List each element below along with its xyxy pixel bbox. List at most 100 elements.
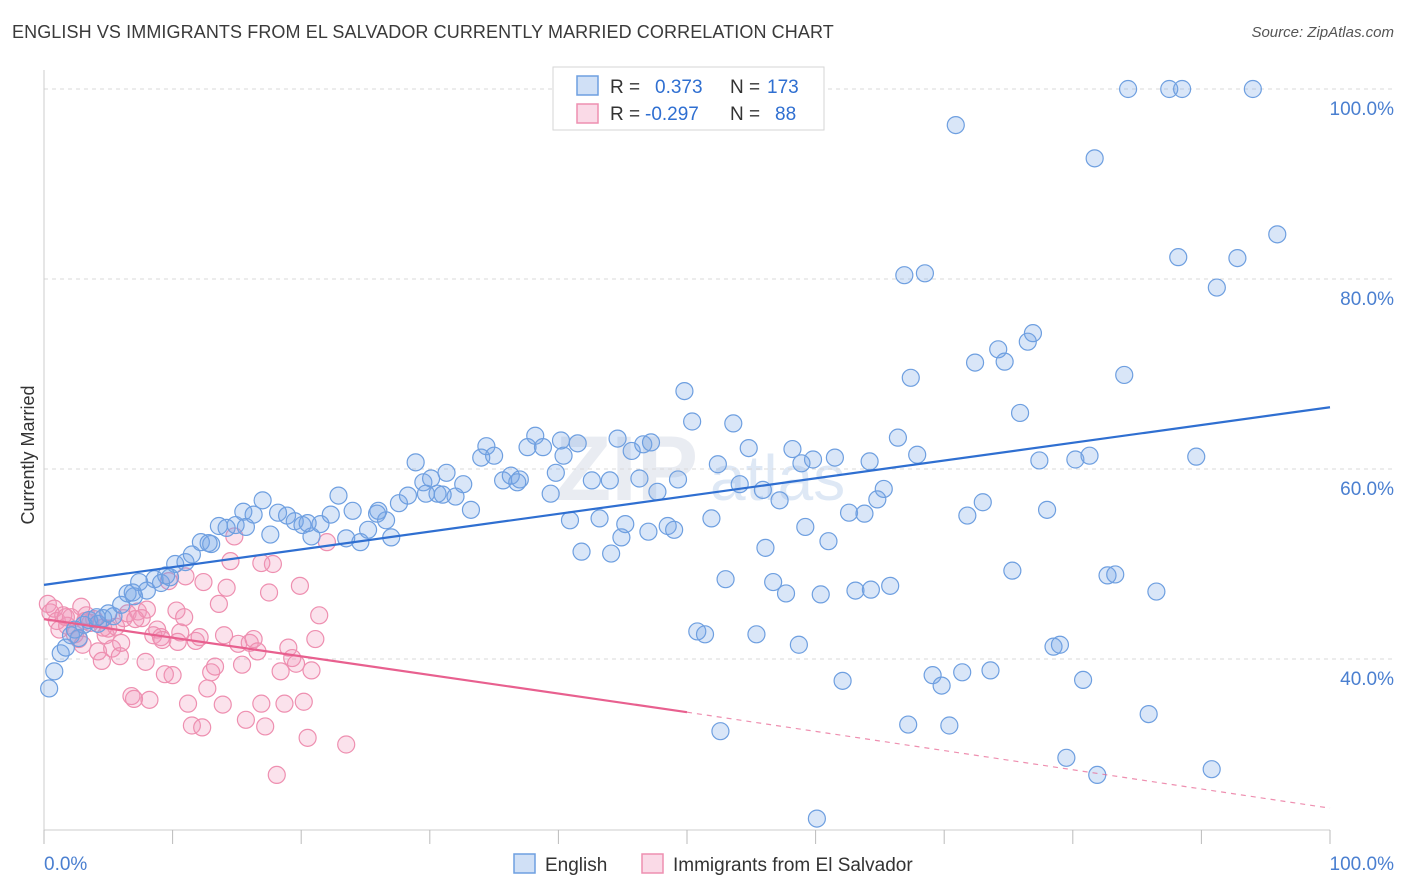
data-point-english: [123, 583, 142, 602]
stats-n-label-2: N =: [730, 104, 760, 125]
data-point-english: [1057, 748, 1076, 767]
data-point-english: [803, 450, 823, 469]
data-point-english: [965, 353, 985, 372]
data-point-english: [1228, 249, 1247, 268]
data-point-english: [369, 501, 388, 520]
data-point-el-salvador: [194, 572, 213, 592]
data-point-english: [1207, 278, 1226, 297]
data-point-english: [358, 520, 378, 539]
data-point-english: [1050, 635, 1070, 654]
data-point-english: [855, 504, 874, 523]
data-point-english: [261, 525, 280, 544]
data-point-el-salvador: [155, 665, 174, 684]
data-point-el-salvador: [259, 583, 279, 602]
data-point-english: [789, 635, 808, 654]
data-point-english: [1187, 447, 1206, 466]
legend-swatch-el-salvador: [641, 853, 664, 874]
data-point-el-salvador: [271, 662, 290, 681]
data-point-el-salvador: [126, 609, 145, 629]
data-point-english: [895, 266, 914, 285]
stats-swatch-english: [576, 75, 599, 96]
data-point-el-salvador: [306, 629, 325, 649]
data-point-english: [899, 715, 918, 734]
data-point-english: [437, 463, 456, 482]
data-point-english: [560, 511, 580, 530]
data-point-english: [901, 368, 920, 387]
data-point-english: [199, 533, 218, 553]
data-point-english: [485, 446, 504, 465]
data-point-english: [45, 662, 64, 681]
data-point-english: [546, 463, 565, 482]
y-tick-labels: 40.0% 60.0% 80.0% 100.0%: [1330, 99, 1395, 690]
x-ticks: [43, 830, 1331, 844]
stats-n-label-1: N =: [730, 77, 760, 98]
data-point-english: [641, 433, 661, 452]
data-point-english: [973, 493, 992, 512]
data-point-english: [995, 352, 1014, 371]
data-point-english: [1202, 760, 1221, 779]
data-point-english: [946, 115, 965, 135]
data-point-english: [329, 486, 348, 505]
data-point-el-salvador: [136, 652, 155, 671]
data-point-el-salvador: [176, 567, 195, 586]
data-point-el-salvador: [92, 651, 111, 671]
data-point-el-salvador: [110, 647, 129, 666]
data-point-english: [608, 429, 627, 448]
data-point-english: [1066, 450, 1085, 469]
data-point-english: [234, 502, 253, 521]
data-point-english: [112, 595, 131, 614]
data-point-english: [839, 503, 859, 522]
stats-r-value-2: -0.297: [645, 104, 699, 125]
data-point-english: [1169, 248, 1188, 267]
data-point-el-salvador: [217, 578, 236, 597]
data-point-el-salvador: [298, 728, 317, 747]
data-point-english: [160, 568, 180, 587]
data-point-english: [501, 466, 520, 485]
data-point-english: [874, 479, 893, 499]
data-point-english: [776, 584, 796, 603]
series-english: [40, 79, 1287, 828]
data-point-el-salvador: [122, 686, 141, 706]
data-point-english: [477, 437, 496, 456]
stats-swatch-el-salvador: [576, 103, 599, 124]
data-point-english: [376, 511, 396, 530]
data-point-el-salvador: [232, 655, 252, 674]
data-point-english: [343, 501, 362, 520]
data-point-el-salvador: [275, 694, 294, 713]
legend-label-el-salvador: Immigrants from El Salvador: [673, 855, 913, 876]
data-point-el-salvador: [103, 639, 122, 658]
data-point-english: [600, 471, 619, 490]
data-point-el-salvador: [209, 594, 228, 614]
data-point-english: [639, 522, 658, 541]
data-point-english: [708, 455, 727, 474]
stats-n-value-2: 88: [775, 104, 796, 125]
data-point-el-salvador: [175, 608, 194, 627]
y-tick-label: 40.0%: [1340, 669, 1394, 690]
data-point-english: [1010, 403, 1030, 423]
y-tick-label: 60.0%: [1340, 479, 1394, 500]
data-point-english: [668, 470, 688, 489]
data-point-el-salvador: [214, 626, 234, 645]
data-point-el-salvador: [205, 657, 225, 676]
data-point-english: [1073, 670, 1093, 690]
legend-label-english: English: [545, 855, 607, 876]
data-point-english: [51, 644, 70, 663]
data-point-el-salvador: [310, 606, 329, 625]
data-point-el-salvador: [112, 633, 131, 652]
data-point-el-salvador: [252, 694, 271, 713]
data-point-english: [416, 484, 436, 503]
stats-r-label-1: R =: [610, 77, 640, 98]
data-point-el-salvador: [337, 735, 356, 754]
trend-lines: [43, 406, 1331, 809]
data-point-el-salvador: [290, 576, 310, 595]
data-point-english: [846, 581, 865, 600]
data-point-english: [461, 500, 481, 519]
data-point-english: [590, 509, 609, 528]
chart-title: ENGLISH VS IMMIGRANTS FROM EL SALVADOR C…: [12, 22, 834, 42]
data-point-english: [87, 608, 106, 627]
data-point-english: [1044, 637, 1063, 656]
stats-box: R = 0.373 N = 173 R = -0.297 N = 88: [552, 66, 825, 131]
x-tick-label-min: 0.0%: [44, 854, 87, 875]
data-point-el-salvador: [88, 642, 108, 661]
data-point-el-salvador: [221, 552, 240, 571]
